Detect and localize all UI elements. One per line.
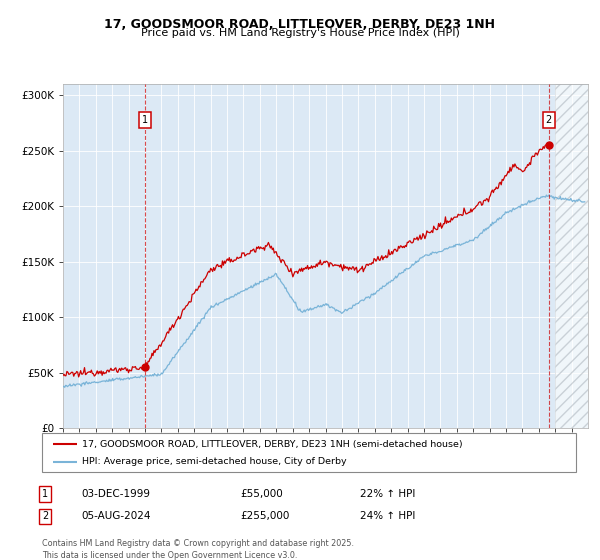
Text: 17, GOODSMOOR ROAD, LITTLEOVER, DERBY, DE23 1NH: 17, GOODSMOOR ROAD, LITTLEOVER, DERBY, D…	[104, 18, 496, 31]
Text: 22% ↑ HPI: 22% ↑ HPI	[360, 489, 415, 499]
Text: HPI: Average price, semi-detached house, City of Derby: HPI: Average price, semi-detached house,…	[82, 458, 347, 466]
Text: 17, GOODSMOOR ROAD, LITTLEOVER, DERBY, DE23 1NH (semi-detached house): 17, GOODSMOOR ROAD, LITTLEOVER, DERBY, D…	[82, 440, 463, 449]
Text: £55,000: £55,000	[240, 489, 283, 499]
Text: 05-AUG-2024: 05-AUG-2024	[81, 511, 151, 521]
Text: £255,000: £255,000	[240, 511, 289, 521]
Text: 2: 2	[545, 115, 552, 125]
Text: Contains HM Land Registry data © Crown copyright and database right 2025.
This d: Contains HM Land Registry data © Crown c…	[42, 539, 354, 559]
Text: 1: 1	[142, 115, 148, 125]
Text: 03-DEC-1999: 03-DEC-1999	[81, 489, 150, 499]
Text: 1: 1	[42, 489, 48, 499]
Bar	[555, 84, 588, 428]
Text: Price paid vs. HM Land Registry's House Price Index (HPI): Price paid vs. HM Land Registry's House …	[140, 28, 460, 38]
Text: 2: 2	[42, 511, 48, 521]
Text: 24% ↑ HPI: 24% ↑ HPI	[360, 511, 415, 521]
FancyBboxPatch shape	[42, 433, 576, 472]
